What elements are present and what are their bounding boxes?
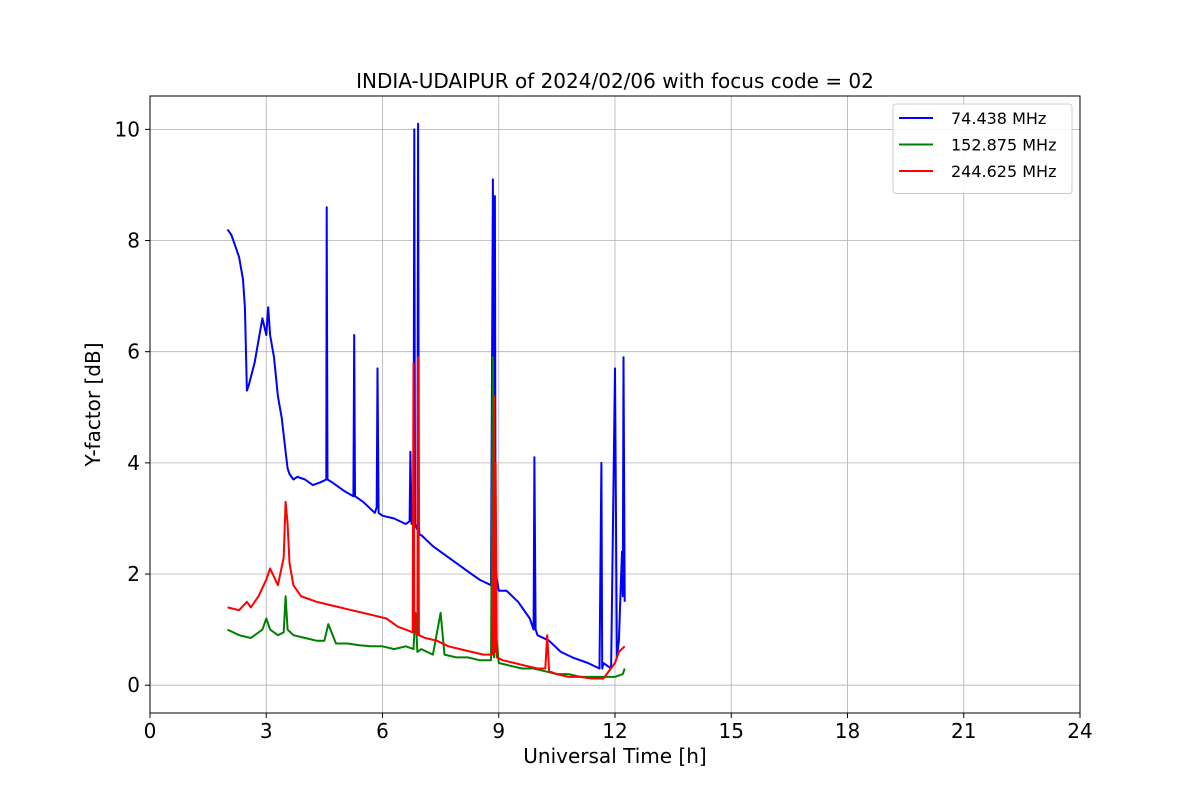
x-tick-label: 9: [492, 719, 505, 743]
y-tick-label: 6: [127, 340, 140, 364]
legend: 74.438 MHz 152.875 MHz 244.625 MHz: [892, 103, 1073, 194]
x-tick-label: 15: [719, 719, 744, 743]
series-line-2: [227, 356, 626, 680]
y-tick-label: 10: [115, 117, 140, 141]
y-tick-label: 8: [127, 229, 140, 253]
plot-series: [226, 122, 626, 680]
x-tick-label: 21: [951, 719, 976, 743]
y-tick-label: 2: [127, 562, 140, 586]
y-tick-label: 0: [127, 673, 140, 697]
series-line-1: [227, 356, 626, 678]
x-tick-label: 12: [602, 719, 627, 743]
x-tick-label: 24: [1067, 719, 1092, 743]
x-tick-label: 6: [376, 719, 389, 743]
x-tick-label: 0: [144, 719, 157, 743]
legend-frame: [892, 103, 1073, 194]
y-tick-label: 4: [127, 451, 140, 475]
chart-title: INDIA-UDAIPUR of 2024/02/06 with focus c…: [356, 69, 874, 93]
x-tick-label: 3: [260, 719, 273, 743]
x-axis-label: Universal Time [h]: [523, 744, 706, 768]
legend-label-2: 244.625 MHz: [951, 162, 1056, 181]
x-tick-label: 18: [835, 719, 860, 743]
legend-label-0: 74.438 MHz: [951, 109, 1046, 128]
legend-label-1: 152.875 MHz: [951, 136, 1056, 155]
y-axis-label: Y-factor [dB]: [81, 342, 105, 467]
